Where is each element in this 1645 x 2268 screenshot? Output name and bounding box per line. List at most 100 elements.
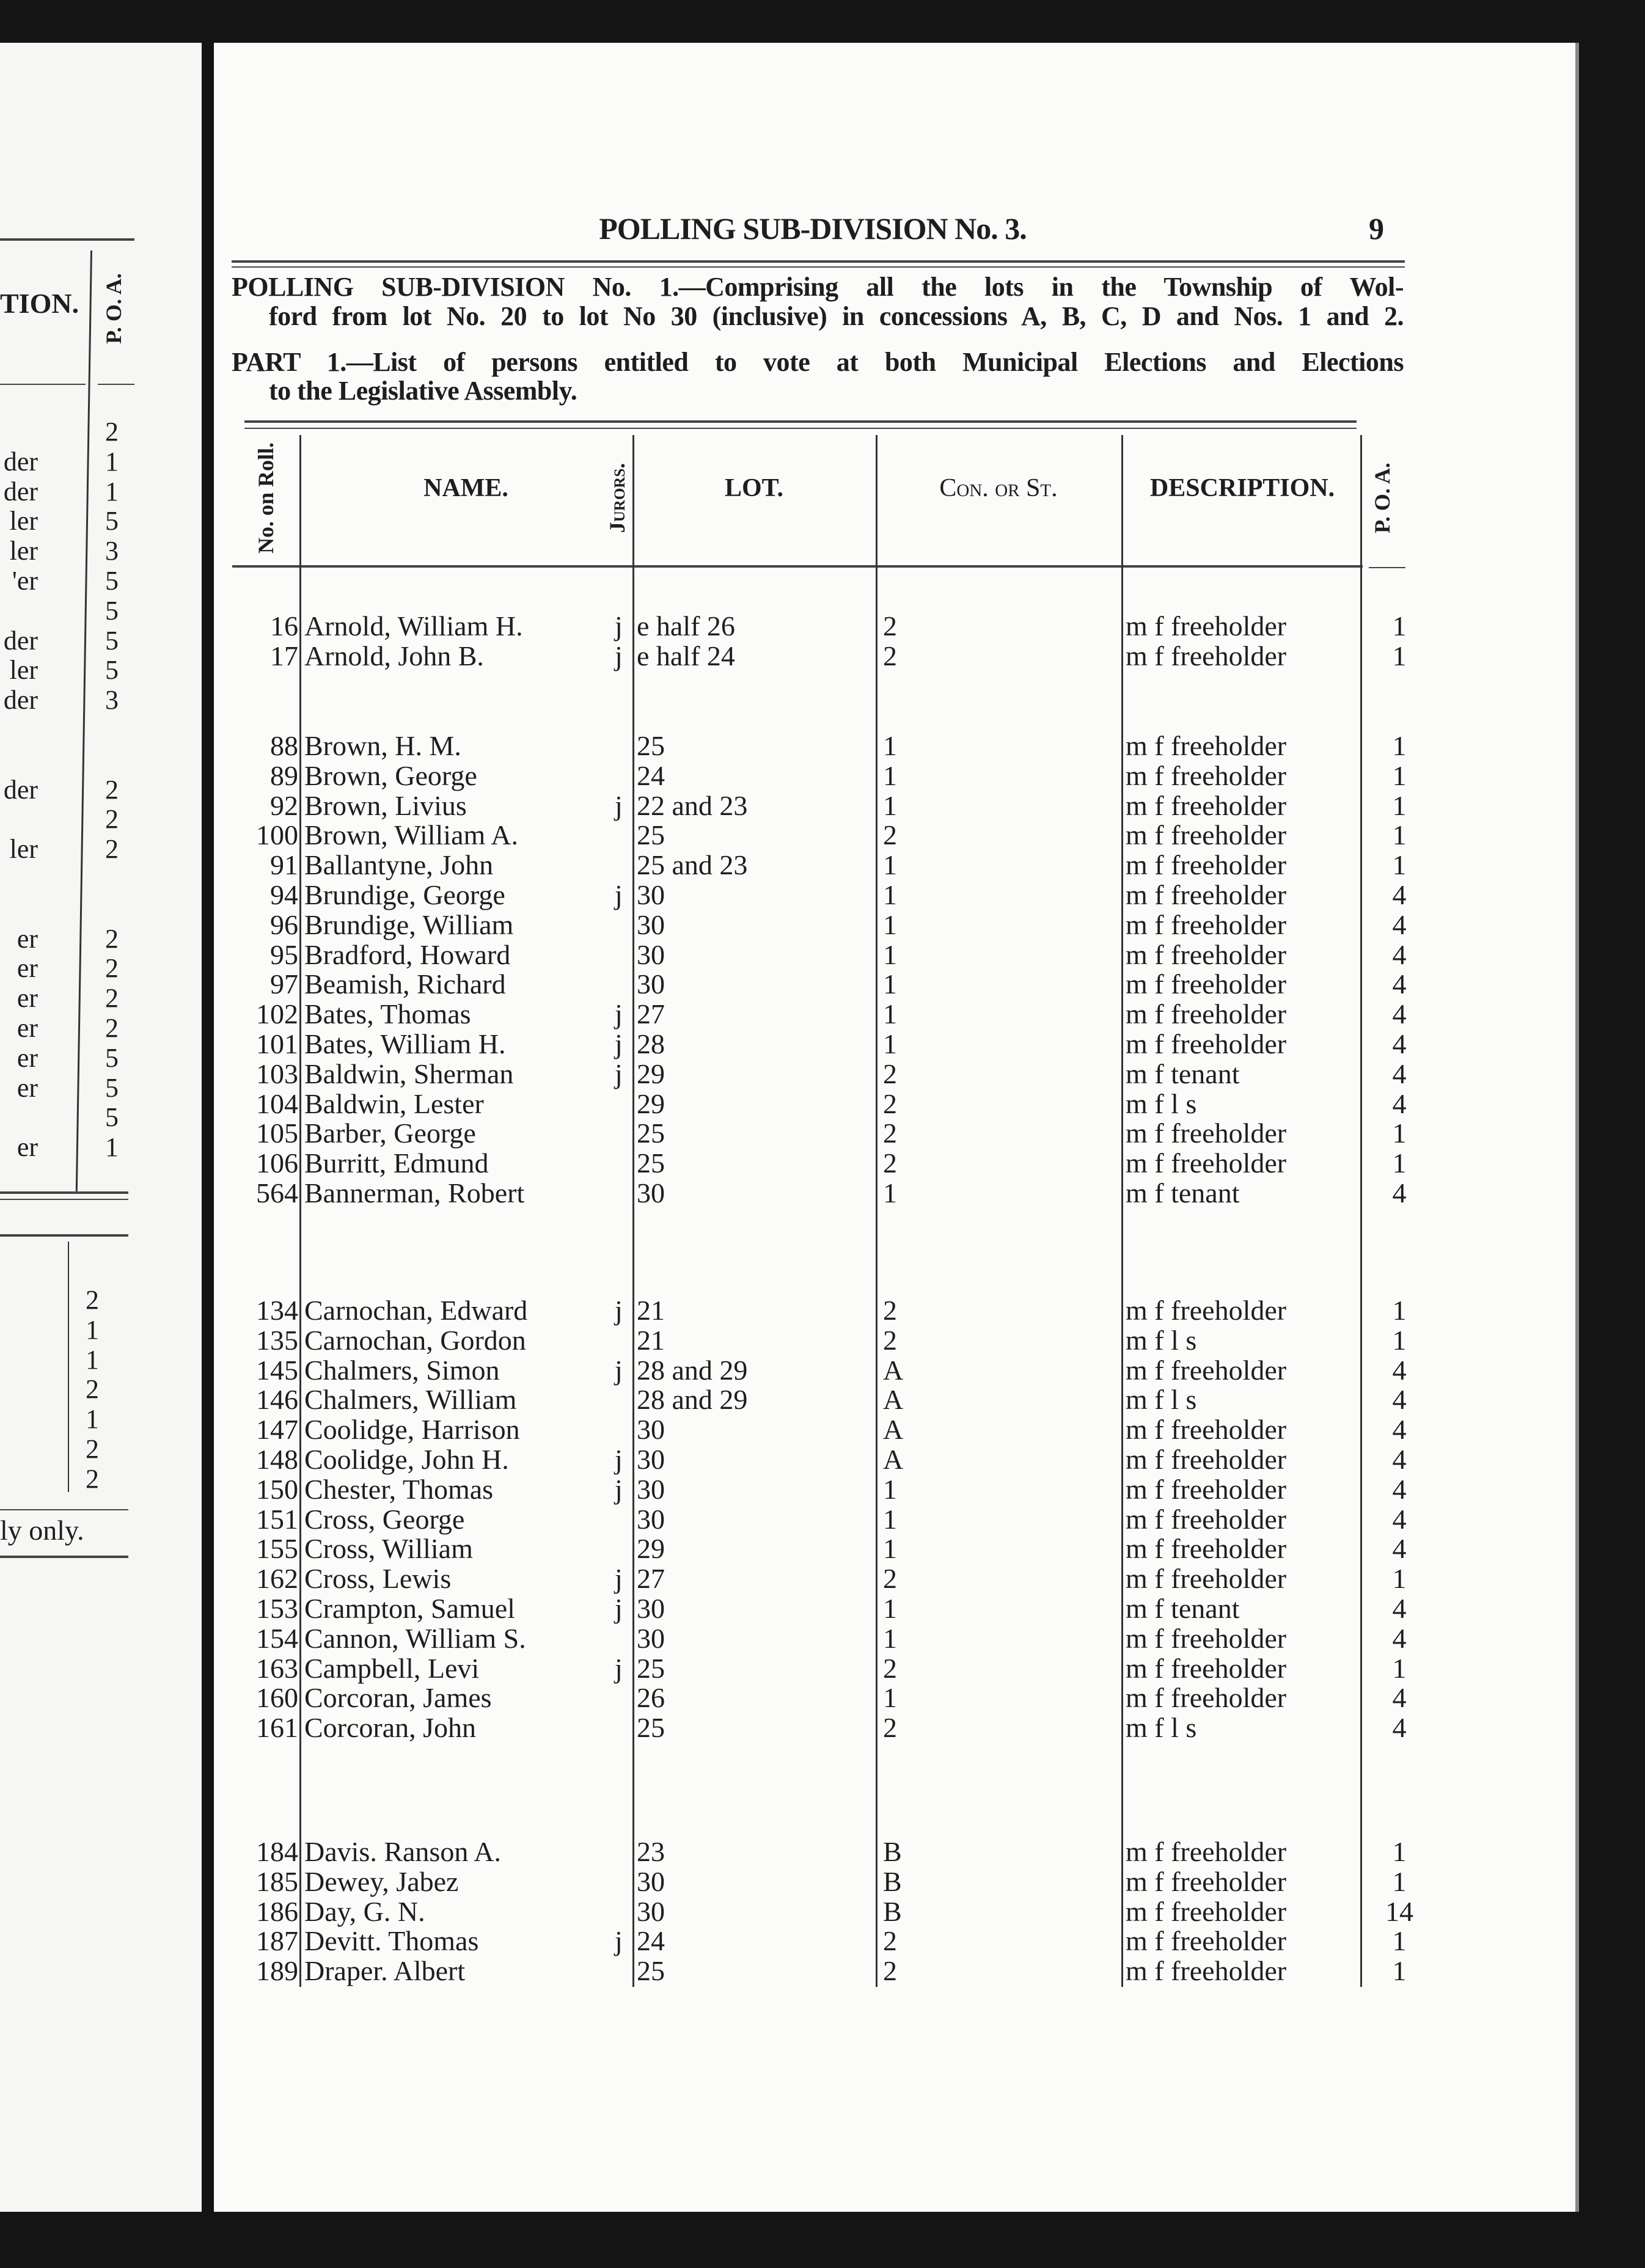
voter-name: Carnochan, Gordon [304, 1324, 526, 1356]
voter-name: Baldwin, Sherman [304, 1058, 514, 1089]
roll-number: 100 [256, 819, 298, 851]
poa: 1 [1392, 849, 1407, 881]
left-poa: 2 [105, 923, 119, 954]
voter-name: Bates, Thomas [304, 998, 471, 1030]
voter-name: Bradford, Howard [304, 938, 511, 970]
left-row: er 2 [0, 924, 202, 954]
poa: 4 [1392, 1622, 1407, 1654]
roll-number: 162 [256, 1563, 298, 1595]
left-box-value: 2 [86, 1463, 99, 1494]
description: m f freeholder [1126, 759, 1287, 791]
left-box-rule [0, 1234, 128, 1237]
roll-number: 94 [270, 879, 298, 910]
description: m f freeholder [1126, 849, 1287, 881]
poa: 1 [1392, 1324, 1407, 1356]
table-header-rule-poa [1369, 567, 1405, 568]
concession: B [883, 1895, 902, 1927]
left-poa: 2 [105, 417, 119, 447]
header-con: Con. or St. [939, 474, 1058, 502]
left-row: der 1 [0, 447, 202, 477]
description: m f freeholder [1126, 1652, 1287, 1684]
left-box-row: 2 [0, 1374, 202, 1404]
poa: 4 [1392, 1712, 1407, 1744]
left-row: der 2 [0, 775, 202, 805]
left-row: er 5 [0, 1043, 202, 1073]
juror-mark: j [615, 789, 623, 821]
lot: 30 [637, 1895, 665, 1927]
table-row: 150 Chester, Thomas j 30 1 m f freeholder 4 [0, 1474, 1645, 1504]
header-description: DESCRIPTION. [1149, 474, 1335, 502]
voter-name: Carnochan, Edward [304, 1295, 528, 1326]
roll-number: 185 [256, 1865, 298, 1897]
juror-mark: j [615, 1058, 623, 1089]
table-row: 151 Cross, George 30 1 m f freeholder 4 [0, 1504, 1645, 1534]
poa: 1 [1392, 789, 1407, 821]
concession: 1 [883, 968, 897, 1000]
left-row: der 3 [0, 685, 202, 715]
voter-name: Brown, William A. [304, 819, 518, 851]
table-row: 89 Brown, George 24 1 m f freeholder 1 [0, 761, 1645, 791]
left-poa: 2 [105, 834, 119, 865]
voter-name: Burritt, Edmund [304, 1147, 489, 1179]
concession: 1 [883, 759, 897, 791]
table-row: 100 Brown, William A. 25 2 m f freeholder 1 [0, 820, 1645, 850]
lot: 30 [637, 879, 665, 910]
left-description-fragment: ler [9, 834, 38, 865]
roll-number: 161 [256, 1712, 298, 1744]
lot: 25 [637, 730, 665, 761]
concession: B [883, 1836, 902, 1867]
table-row: 105 Barber, George 25 2 m f freeholder 1 [0, 1118, 1645, 1148]
roll-number: 146 [256, 1384, 298, 1416]
roll-number: 102 [256, 998, 298, 1030]
left-row: ler 2 [0, 834, 202, 864]
lot: 25 [637, 1652, 665, 1684]
description: m f freeholder [1126, 1295, 1287, 1326]
concession: 2 [883, 1058, 897, 1089]
left-bottom-rule-2 [0, 1199, 128, 1200]
left-row: er 2 [0, 983, 202, 1013]
left-poa: 2 [105, 983, 119, 1014]
roll-number: 16 [270, 610, 298, 642]
left-poa: 1 [105, 446, 119, 477]
left-description-fragment: der [3, 685, 38, 715]
lot: 21 [637, 1324, 665, 1356]
poa: 4 [1392, 1088, 1407, 1119]
juror-mark: j [615, 998, 623, 1030]
lot: 30 [637, 1444, 665, 1475]
table-row: 564 Bannerman, Robert 30 1 m f tenant 4 [0, 1178, 1645, 1208]
roll-number: 189 [256, 1955, 298, 1987]
description: m f freeholder [1126, 968, 1287, 1000]
lot: 25 [637, 819, 665, 851]
table-row: 187 Devitt. Thomas j 24 2 m f freeholder 1 [0, 1926, 1645, 1956]
concession: 2 [883, 1295, 897, 1326]
concession: A [883, 1354, 904, 1386]
voter-name: Ballantyne, John [304, 849, 494, 881]
table-row: 102 Bates, Thomas j 27 1 m f freeholder 4 [0, 999, 1645, 1029]
voter-name: Chalmers, Simon [304, 1354, 500, 1386]
left-description-fragment: er [16, 983, 38, 1014]
table-row: 104 Baldwin, Lester 29 2 m f l s 4 [0, 1089, 1645, 1119]
table-row: 153 Crampton, Samuel j 30 1 m f tenant 4 [0, 1593, 1645, 1623]
voter-name: Corcoran, John [304, 1712, 477, 1744]
left-box-row: 2 [0, 1285, 202, 1315]
intro-line-1: POLLING SUB-DIVISION No. 1.—Comprising a… [232, 272, 1404, 302]
description: m f freeholder [1126, 1414, 1287, 1446]
table-row: 163 Campbell, Levi j 25 2 m f freeholder 1 [0, 1653, 1645, 1683]
description: m f freeholder [1126, 909, 1287, 940]
lot: 30 [637, 1177, 665, 1209]
roll-number: 187 [256, 1925, 298, 1957]
description: m f freeholder [1126, 730, 1287, 761]
description: m f tenant [1126, 1593, 1240, 1624]
lot: 25 [637, 1118, 665, 1149]
roll-number: 147 [256, 1414, 298, 1446]
juror-mark: j [615, 1295, 623, 1326]
voter-name: Draper. Albert [304, 1955, 466, 1987]
description: m f freeholder [1126, 1955, 1287, 1987]
left-description-fragment: ler [9, 655, 38, 686]
lot: 24 [637, 759, 665, 791]
voter-name: Cross, Lewis [304, 1563, 452, 1595]
left-row: ler 5 [0, 655, 202, 685]
concession: 1 [883, 909, 897, 940]
col-line-lot [876, 435, 877, 1987]
